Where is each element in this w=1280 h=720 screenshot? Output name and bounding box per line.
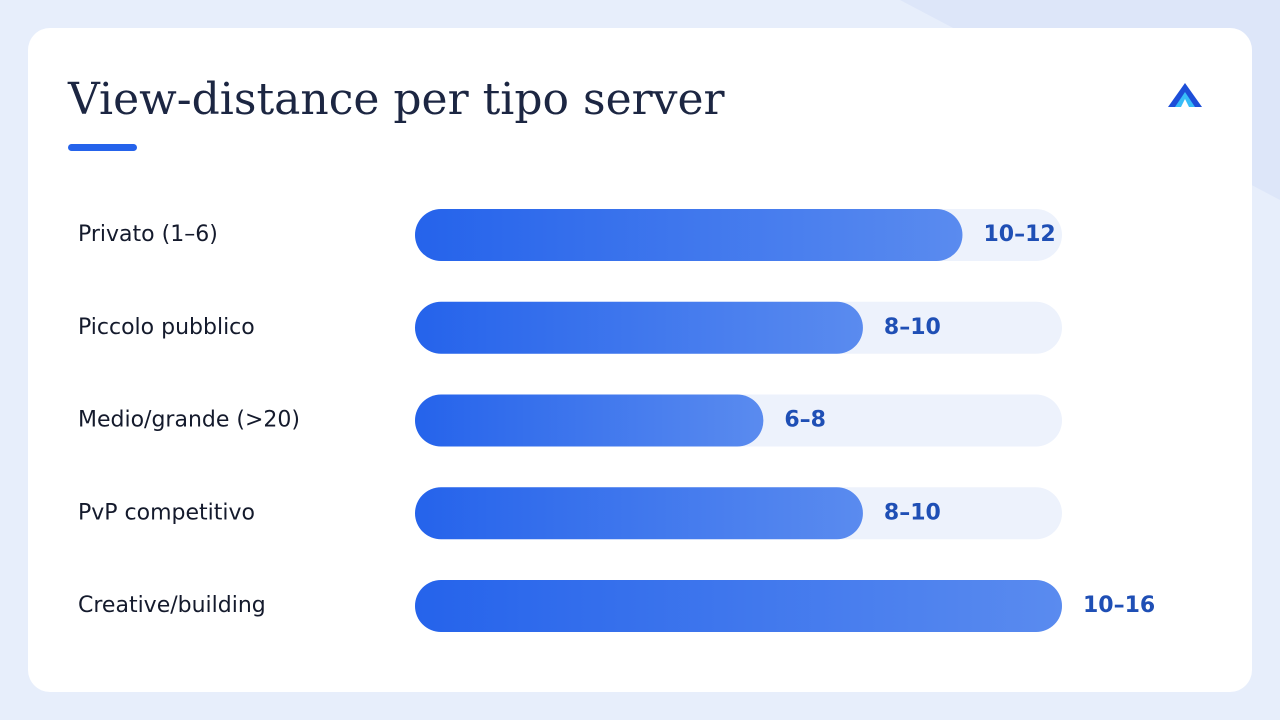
value-label: 8–10 <box>884 500 941 525</box>
chart-title: View-distance per tipo server <box>67 74 726 125</box>
title-underline <box>68 144 137 151</box>
bar <box>415 580 1062 632</box>
value-label: 10–16 <box>1083 593 1155 618</box>
category-label: Creative/building <box>78 593 266 618</box>
category-label: PvP competitivo <box>78 500 255 525</box>
category-label: Medio/grande (>20) <box>78 408 300 433</box>
value-label: 8–10 <box>884 315 941 340</box>
plot: Privato (1–6) 10–12 Piccolo pubblico 8–10 Me… <box>78 209 1155 632</box>
bar <box>415 394 764 447</box>
bar <box>415 209 963 261</box>
bar <box>415 301 863 354</box>
logo <box>1168 83 1202 107</box>
category-label: Piccolo pubblico <box>78 315 255 340</box>
value-label: 10–12 <box>983 222 1055 247</box>
bar <box>415 487 863 540</box>
value-label: 6–8 <box>784 408 826 433</box>
category-label: Privato (1–6) <box>78 222 218 247</box>
